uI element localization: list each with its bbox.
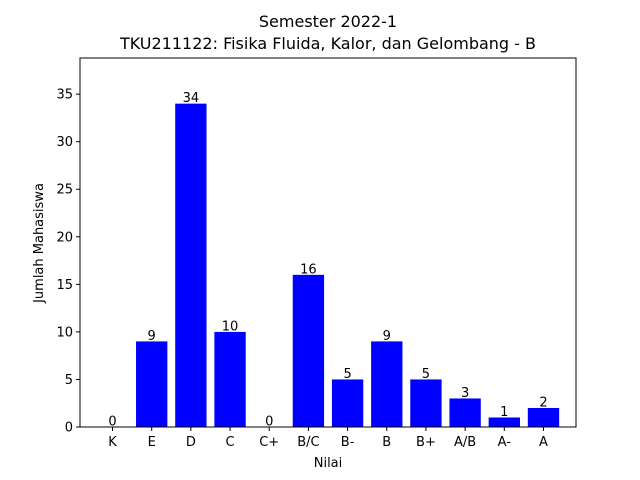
y-axis: 0 5 10 15 20 25 30 35 [56,88,80,436]
data-labels-group: 0 9 34 10 0 16 5 9 5 3 1 2 [108,91,547,429]
bar-value-label: 9 [148,329,156,344]
x-tick-label: C [226,435,235,450]
bar-value-label: 5 [343,367,351,382]
bar-value-label: 2 [539,395,547,410]
bar-B- [331,379,364,427]
bar-B [371,341,403,427]
y-axis-label: Jumlah Mahasiswa [32,183,47,304]
x-tick-label: A [539,435,548,450]
bar-value-label: 5 [422,367,430,382]
bar-A- [488,417,520,427]
bar-A/B [449,398,481,427]
bar-value-label: 3 [461,386,469,401]
x-tick-label: A/B [454,435,476,450]
bar-B+ [410,379,442,427]
bar-C [214,331,246,427]
bar-value-label: 9 [383,329,391,344]
bar-D [175,103,207,428]
bar-value-label: 0 [108,415,116,430]
y-tick-label: 30 [56,135,73,150]
bar-B/C [292,274,325,427]
bar-A [527,407,560,427]
y-tick-label: 15 [56,278,73,293]
y-tick-label: 25 [56,183,73,198]
x-tick-label: E [148,435,156,450]
x-axis: K E D C C+ B/C B- B B+ A/B A- A [108,427,548,450]
chart-subtitle: TKU211122: Fisika Fluida, Kalor, dan Gel… [119,34,536,53]
x-tick-label: A- [498,435,512,450]
y-tick-label: 10 [56,325,73,340]
bar-value-label: 0 [265,415,273,430]
y-tick-label: 35 [56,88,73,103]
bars-group [136,103,560,428]
x-tick-label: D [186,435,196,450]
chart-title: Semester 2022-1 [259,12,397,31]
bar-value-label: 10 [222,319,239,334]
bar-E [136,341,168,427]
x-tick-label: B/C [297,435,319,450]
plot-frame [79,57,577,428]
y-tick-label: 0 [65,421,73,436]
x-axis-label: Nilai [314,456,343,471]
x-tick-label: B- [341,435,355,450]
bar-value-label: 1 [500,405,508,420]
bar-value-label: 16 [300,262,317,277]
x-tick-label: K [108,435,117,450]
y-tick-label: 5 [65,373,73,388]
bar-value-label: 34 [183,91,200,106]
x-tick-label: C+ [259,435,279,450]
x-tick-label: B [382,435,391,450]
x-tick-label: B+ [416,435,436,450]
y-tick-label: 20 [56,230,73,245]
